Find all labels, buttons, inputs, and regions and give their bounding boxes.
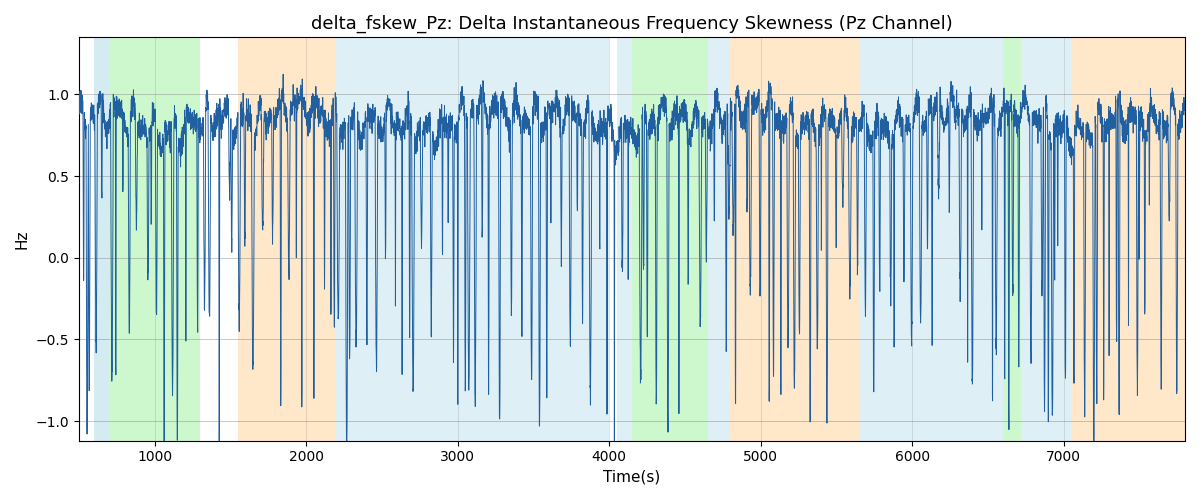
Bar [708,38,731,440]
Bar [859,38,1003,440]
Bar [617,38,632,440]
Bar [238,38,336,440]
Bar [94,38,109,440]
X-axis label: Time(s): Time(s) [604,470,660,485]
Bar [1072,38,1186,440]
Bar [1003,38,1021,440]
Y-axis label: Hz: Hz [14,230,30,249]
Bar [336,38,610,440]
Bar [109,38,200,440]
Title: delta_fskew_Pz: Delta Instantaneous Frequency Skewness (Pz Channel): delta_fskew_Pz: Delta Instantaneous Freq… [311,15,953,34]
Bar [1021,38,1072,440]
Bar [632,38,708,440]
Bar [731,38,859,440]
